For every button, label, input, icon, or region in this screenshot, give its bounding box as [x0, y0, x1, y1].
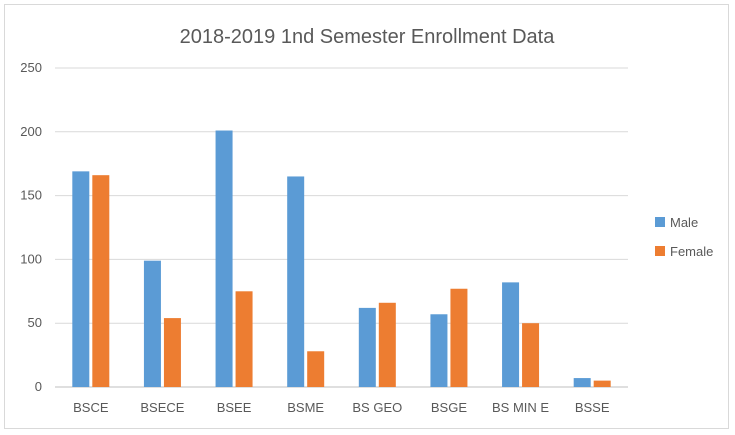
legend: Male Female [655, 215, 713, 259]
y-tick-label: 100 [20, 251, 42, 266]
bar-female-bsee [235, 291, 253, 387]
gridlines [55, 67, 628, 388]
y-tick-label: 50 [28, 315, 42, 330]
bars [72, 130, 611, 388]
x-tick-label: BS GEO [352, 400, 402, 415]
x-axis-tick-labels: BSCE BSECE BSEE BSME BS GEO BSGE BS MIN E BSSE [73, 400, 610, 415]
x-tick-label: BSGE [431, 400, 467, 415]
bar-male-bs-min-e [502, 282, 520, 387]
x-tick-label: BS MIN E [492, 400, 549, 415]
y-tick-label: 0 [35, 379, 42, 394]
legend-label-female: Female [670, 244, 713, 259]
bar-female-bsse [593, 380, 611, 387]
x-tick-label: BSEE [217, 400, 252, 415]
y-tick-label: 150 [20, 188, 42, 203]
bar-male-bsce [72, 171, 90, 387]
legend-swatch-male [655, 217, 665, 227]
x-tick-label: BSCE [73, 400, 109, 415]
bar-female-bs-geo [378, 302, 396, 387]
y-axis-tick-labels: 0 50 100 150 200 250 [20, 60, 42, 394]
bar-male-bs-geo [358, 307, 376, 387]
bar-male-bsee [215, 130, 233, 388]
y-tick-label: 200 [20, 124, 42, 139]
legend-label-male: Male [670, 215, 698, 230]
x-tick-label: BSSE [575, 400, 610, 415]
bar-male-bsece [143, 260, 161, 387]
y-tick-label: 250 [20, 60, 42, 75]
legend-swatch-female [655, 246, 665, 256]
bar-male-bsme [287, 176, 305, 387]
chart-title: 2018-2019 1nd Semester Enrollment Data [180, 26, 556, 48]
bar-female-bsme [307, 351, 325, 387]
x-tick-label: BSME [287, 400, 324, 415]
bar-male-bsge [430, 314, 448, 387]
bar-female-bsece [163, 318, 181, 387]
bar-male-bsse [573, 378, 591, 387]
bar-female-bs-min-e [522, 323, 540, 387]
bar-female-bsce [92, 175, 110, 387]
x-tick-label: BSECE [140, 400, 184, 415]
bar-female-bsge [450, 288, 468, 387]
